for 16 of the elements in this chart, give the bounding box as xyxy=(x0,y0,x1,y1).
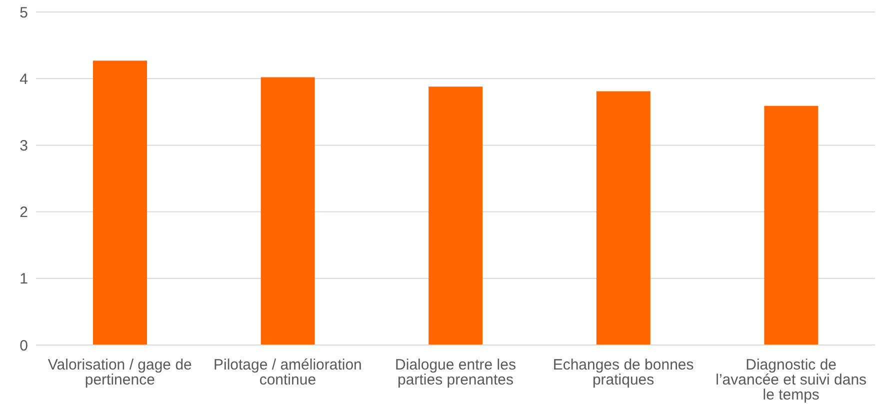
x-tick-label: Dialogue entre les parties prenantes xyxy=(395,356,516,389)
y-tick-label: 1 xyxy=(20,270,28,288)
y-tick-label: 2 xyxy=(20,204,28,222)
x-tick-label: Valorisation / gage de pertinence xyxy=(48,356,192,389)
x-tick-label: Pilotage / amélioration continue xyxy=(213,356,362,389)
x-tick-label: Echanges de bonnes pratiques xyxy=(552,356,694,389)
bar xyxy=(764,106,818,345)
y-tick-label: 3 xyxy=(20,138,28,155)
y-tick-label: 5 xyxy=(20,4,28,22)
bar xyxy=(596,91,650,345)
y-tick-label: 4 xyxy=(20,70,28,88)
y-tick-label: 0 xyxy=(20,337,28,354)
bar xyxy=(260,77,315,345)
x-tick-label: Diagnostic de l’avancée et suivi dans le temps xyxy=(716,356,867,404)
bar xyxy=(428,86,483,345)
bar xyxy=(93,60,147,345)
